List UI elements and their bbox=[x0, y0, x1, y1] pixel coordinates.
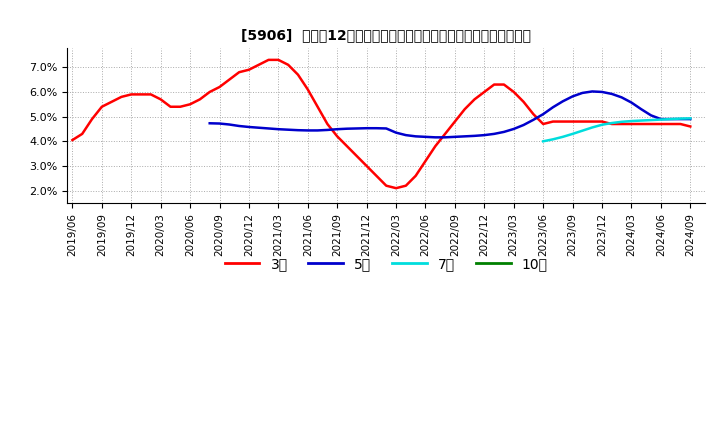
Title: [5906]  売上高12か月移動合計の対前年同期増減率の平均値の推移: [5906] 売上高12か月移動合計の対前年同期増減率の平均値の推移 bbox=[241, 28, 531, 42]
Legend: 3年, 5年, 7年, 10年: 3年, 5年, 7年, 10年 bbox=[219, 252, 554, 277]
